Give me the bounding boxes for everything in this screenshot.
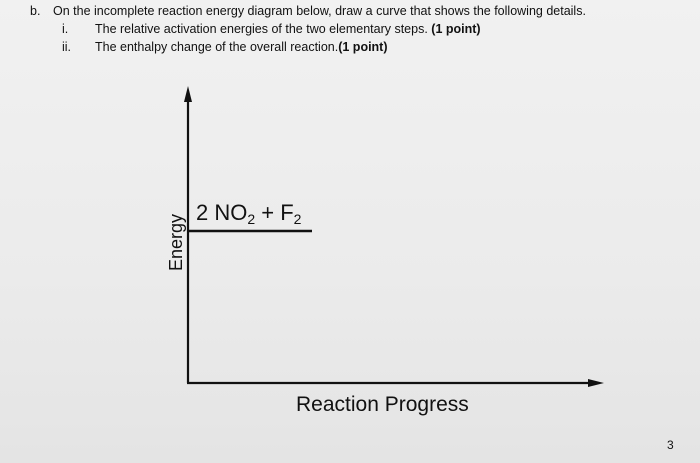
y-axis-label: Energy xyxy=(166,213,187,272)
item-2: The enthalpy change of the overall react… xyxy=(95,40,388,55)
item-1-points: (1 point) xyxy=(431,22,481,36)
reactant-sub-2: 2 xyxy=(293,211,302,227)
reactant-plus: + F xyxy=(255,200,294,225)
item-1-marker: i. xyxy=(62,22,69,36)
item-1-text: The relative activation energies of the … xyxy=(95,22,432,36)
reactant-label: 2 NO2 + F2 xyxy=(196,200,301,227)
item-2-points: (1 point) xyxy=(338,40,388,54)
x-axis-arrowhead xyxy=(588,379,604,387)
x-axis-label: Reaction Progress xyxy=(296,393,469,416)
part-marker: b. xyxy=(30,4,41,18)
y-axis-arrowhead xyxy=(184,86,192,102)
reactant-sub-1: 2 xyxy=(247,211,256,227)
item-2-text: The enthalpy change of the overall react… xyxy=(95,40,339,54)
item-1: The relative activation energies of the … xyxy=(95,22,481,37)
item-2-marker: ii. xyxy=(62,40,72,54)
reactant-coef: 2 NO xyxy=(196,200,248,225)
page-number: 3 xyxy=(667,438,674,452)
question-intro: On the incomplete reaction energy diagra… xyxy=(53,4,586,18)
